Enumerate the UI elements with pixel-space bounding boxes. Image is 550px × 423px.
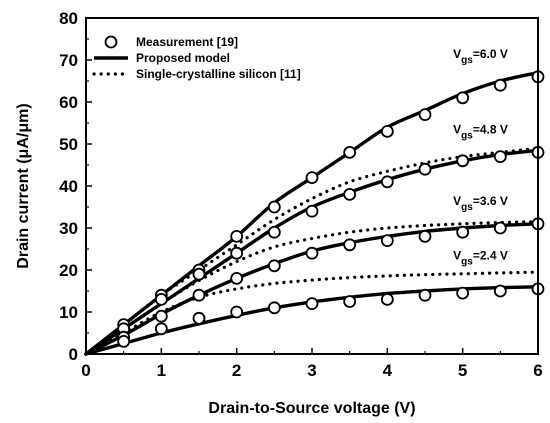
x-tick-label: 0: [81, 361, 90, 380]
y-tick-label: 80: [59, 9, 78, 28]
measurement-point-vgs-2-4: [192, 311, 206, 325]
measurement-point-vgs-6: [305, 171, 319, 185]
measurement-point-vgs-4-8: [380, 175, 394, 189]
reference-line-vgs-2-4: [84, 270, 540, 356]
measurement-point-vgs-4-8: [305, 204, 319, 218]
measurement-point-vgs-3-6: [418, 229, 432, 243]
measurement-point-vgs-4-8: [154, 292, 168, 306]
measurement-point-vgs-2-4: [456, 286, 470, 300]
legend-marker-measurement: [104, 35, 118, 49]
curve-labels: Vgs=6.0 V Vgs=4.8 V Vgs=3.6 V Vgs=2.4 V: [453, 47, 508, 268]
measurement-point-vgs-3-6: [267, 259, 281, 273]
y-tick-label: 30: [59, 219, 78, 238]
measurement-point-vgs-4-8: [418, 162, 432, 176]
measurement-point-vgs-4-8: [343, 187, 357, 201]
measurement-point-vgs-2-4: [305, 297, 319, 311]
x-tick-label: 1: [157, 361, 166, 380]
x-tick-label: 6: [533, 361, 542, 380]
measurement-point-vgs-6: [456, 91, 470, 105]
x-tick-label: 4: [383, 361, 393, 380]
y-tick-label: 50: [59, 135, 78, 154]
measurement-point-vgs-2-4: [418, 288, 432, 302]
reference-line-vgs-3-6: [84, 220, 540, 356]
measurement-point-vgs-2-4: [230, 305, 244, 319]
measurement-point-vgs-3-6: [230, 271, 244, 285]
measurement-point-vgs-3-6: [493, 221, 507, 235]
y-axis: 0 10 20 30 40 50 60 70 80: [59, 9, 92, 364]
curve-label-vgs: Vgs=3.6 V: [453, 194, 508, 213]
measurement-markers: [117, 70, 545, 348]
y-tick-label: 0: [69, 345, 78, 364]
measurement-point-vgs-3-6: [456, 225, 470, 239]
x-axis: 0 1 2 3 4 5 6: [81, 348, 543, 380]
measurement-point-vgs-2-4: [154, 322, 168, 336]
legend-label: Proposed model: [136, 51, 230, 65]
x-tick-label: 3: [307, 361, 316, 380]
legend-label: Single-crystalline silicon [11]: [136, 67, 301, 81]
measurement-point-vgs-3-6: [305, 246, 319, 260]
measurement-point-vgs-2-4: [493, 284, 507, 298]
y-tick-label: 60: [59, 93, 78, 112]
legend: Measurement [19] Proposed model Single-cry…: [92, 35, 301, 81]
x-tick-label: 2: [232, 361, 241, 380]
y-tick-label: 20: [59, 261, 78, 280]
measurement-point-vgs-3-6: [380, 234, 394, 248]
curve-label-vgs: Vgs=2.4 V: [453, 249, 508, 268]
measurement-point-vgs-3-6: [154, 309, 168, 323]
curve-label-vgs: Vgs=6.0 V: [453, 47, 508, 66]
measurement-point-vgs-2-4: [343, 295, 357, 308]
measurement-point-vgs-4-8: [230, 246, 244, 260]
measurement-point-vgs-4-8: [493, 150, 507, 164]
measurement-point-vgs-6: [343, 145, 357, 159]
measurement-point-vgs-4-8: [192, 267, 206, 281]
curve-label-vgs: Vgs=4.8 V: [453, 123, 508, 142]
measurement-point-vgs-6: [493, 78, 507, 92]
measurement-point-vgs-2-4: [267, 301, 281, 315]
measurement-point-vgs-6: [418, 108, 432, 121]
x-axis-title: Drain-to-Source voltage (V): [208, 400, 415, 417]
measurement-point-vgs-3-6: [343, 238, 357, 252]
model-line-vgs-2-4: [84, 285, 540, 356]
measurement-point-vgs-6: [267, 200, 281, 214]
measurement-point-vgs-4-8: [456, 154, 470, 168]
measurement-point-vgs-6: [380, 124, 394, 138]
measurement-point-vgs-6: [230, 229, 244, 243]
measurement-point-vgs-3-6: [192, 288, 206, 302]
y-axis-title: Drain current (μA/μm): [15, 103, 32, 268]
measurement-point-vgs-4-8: [267, 225, 281, 239]
y-tick-label: 70: [59, 51, 78, 70]
y-tick-label: 40: [59, 177, 78, 196]
measurement-point-vgs-2-4: [117, 334, 131, 348]
y-tick-label: 10: [59, 303, 78, 322]
measurement-point-vgs-2-4: [380, 292, 394, 306]
legend-label: Measurement [19]: [136, 35, 238, 49]
x-tick-label: 5: [458, 361, 467, 380]
